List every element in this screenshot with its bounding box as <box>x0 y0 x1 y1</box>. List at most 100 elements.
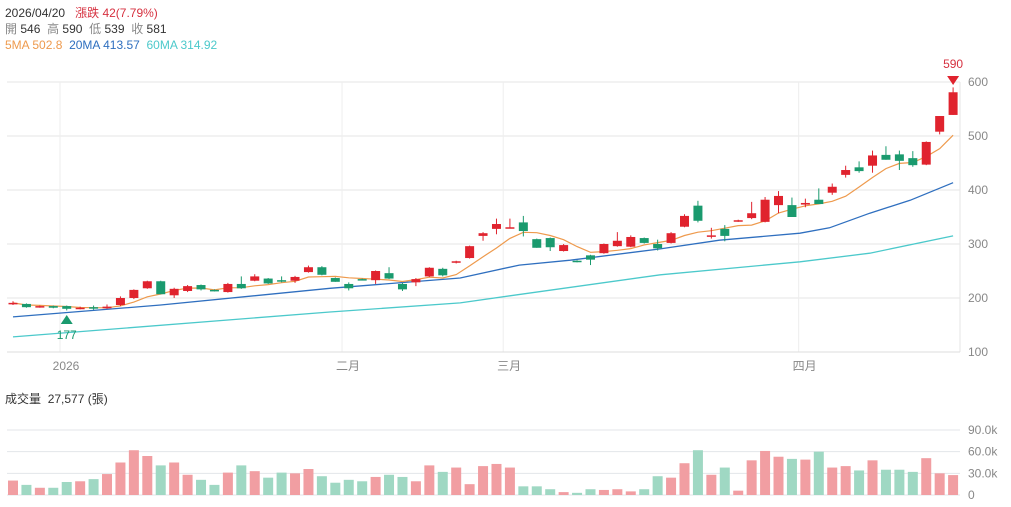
volume-bar <box>679 463 690 495</box>
candle-down <box>397 283 407 290</box>
volume-bar <box>813 451 824 495</box>
candle-down <box>532 239 542 248</box>
candle-down <box>62 306 72 309</box>
volume-bar <box>598 489 609 495</box>
volume-bar <box>478 466 489 495</box>
volume-bar <box>384 474 395 495</box>
volume-bar <box>585 489 596 495</box>
ma60-label: 60MA <box>146 38 178 52</box>
low-value: 539 <box>104 22 125 36</box>
candle-up <box>774 195 784 206</box>
volume-bar <box>948 475 959 495</box>
volume-bar <box>437 471 448 495</box>
candle-down <box>438 268 448 276</box>
info-line-1: 2026/04/20 漲跌 42(7.79%) <box>5 5 158 21</box>
candle-up <box>75 307 85 310</box>
time-tick-label: 二月 <box>336 359 360 373</box>
candle-down <box>277 280 287 282</box>
candle-up <box>129 289 139 298</box>
candle-up <box>411 279 421 283</box>
volume-bar <box>330 482 341 495</box>
max-marker-icon <box>947 76 960 85</box>
candle-up <box>424 267 434 277</box>
change-value: 42(7.79%) <box>102 6 158 20</box>
ma60-line <box>12 235 954 338</box>
candle-down <box>236 283 246 289</box>
candle-down <box>317 267 327 275</box>
high-value: 590 <box>62 22 83 36</box>
candle-down <box>518 222 528 232</box>
volume-bar <box>155 465 166 495</box>
volume-bar <box>639 489 650 495</box>
candle-up <box>371 271 381 281</box>
candle-down <box>881 154 891 160</box>
volume-bar <box>249 471 260 495</box>
candle-up <box>599 244 609 254</box>
candle-up <box>948 92 958 115</box>
candle-up <box>868 155 878 166</box>
volume-bar <box>370 476 381 495</box>
open-value: 546 <box>20 22 41 36</box>
volume-bar <box>773 456 784 495</box>
volume-bar <box>182 474 193 495</box>
volume-bar <box>880 469 891 495</box>
time-tick-label: 四月 <box>793 359 817 373</box>
candle-up <box>559 245 569 252</box>
volume-tick-label: 30.0k <box>968 466 998 480</box>
open-label: 開 <box>5 22 18 36</box>
volume-bar <box>222 472 233 495</box>
volume-bar <box>921 458 932 495</box>
volume-bar <box>531 486 542 495</box>
volume-bar <box>894 469 905 495</box>
candle-up <box>747 213 757 219</box>
volume-bar <box>290 473 301 495</box>
volume-bar <box>706 474 717 495</box>
volume-bar <box>719 467 730 495</box>
volume-bar <box>625 491 636 495</box>
candle-up <box>841 170 851 175</box>
candle-up <box>626 236 636 247</box>
close-value: 581 <box>146 22 167 36</box>
change-label: 漲跌 <box>75 6 100 20</box>
volume-bar <box>48 487 59 495</box>
candle-up <box>612 240 622 247</box>
candle-up <box>800 202 810 205</box>
volume-bar <box>357 481 368 495</box>
volume-bar <box>840 466 851 495</box>
volume-bar <box>612 489 623 495</box>
ma5-value: 502.8 <box>32 38 63 52</box>
min-marker-icon <box>60 315 73 324</box>
volume-bar <box>786 458 797 495</box>
volume-bar <box>451 467 462 495</box>
candle-down <box>263 278 273 284</box>
volume-bar <box>61 482 72 495</box>
volume-bar <box>115 462 126 495</box>
candle-up <box>505 227 515 229</box>
candle-down <box>908 158 918 166</box>
volume-bar <box>867 460 878 495</box>
candle-up <box>827 186 837 193</box>
volume-bar <box>504 467 515 495</box>
volume-bar <box>263 477 274 495</box>
candle-down <box>156 281 166 295</box>
ma5-line <box>12 134 954 309</box>
candle-down <box>720 228 730 236</box>
volume-bar <box>464 484 475 495</box>
candle-up <box>169 288 179 296</box>
volume-bar <box>746 460 757 495</box>
ma20-line <box>12 182 954 318</box>
volume-bar <box>276 472 287 495</box>
volume-bar <box>424 465 435 495</box>
volume-bar <box>236 465 247 495</box>
volume-bar <box>397 476 408 495</box>
volume-bar <box>572 492 583 495</box>
ma-legend: 5MA 502.8 20MA 413.57 60MA 314.92 <box>5 37 217 53</box>
candle-down <box>344 283 354 289</box>
price-tick-label: 500 <box>968 129 988 143</box>
time-tick-label: 2026 <box>53 359 80 373</box>
time-tick-label: 三月 <box>497 359 521 373</box>
volume-bar <box>854 470 865 495</box>
volume-bar <box>75 481 86 495</box>
volume-bar <box>827 467 838 495</box>
